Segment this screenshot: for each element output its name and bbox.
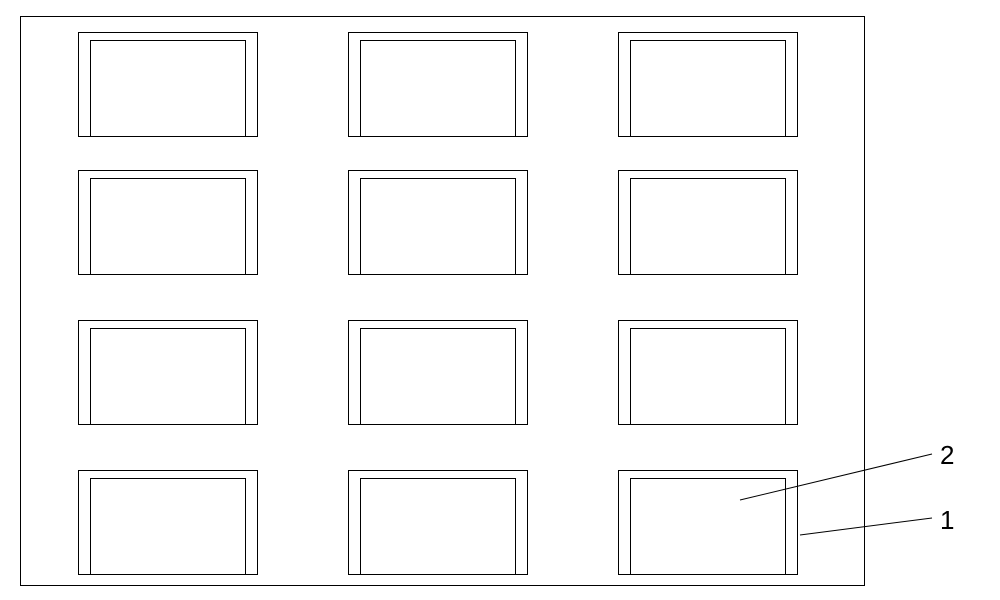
cell-inner	[90, 478, 246, 575]
cell-inner	[360, 478, 516, 575]
cell-inner	[90, 328, 246, 425]
cell-inner	[90, 40, 246, 137]
callout-label: 2	[940, 440, 954, 471]
cell-inner	[360, 178, 516, 275]
cell-inner	[630, 40, 786, 137]
cell-inner	[90, 178, 246, 275]
cell-inner	[630, 478, 786, 575]
callout-label: 1	[940, 505, 954, 536]
cell-inner	[630, 178, 786, 275]
cell-inner	[360, 328, 516, 425]
cell-inner	[360, 40, 516, 137]
cell-inner	[630, 328, 786, 425]
